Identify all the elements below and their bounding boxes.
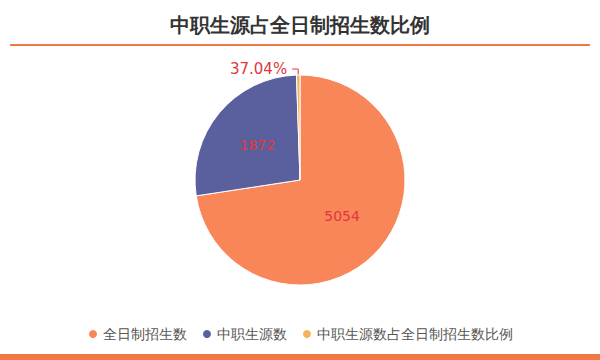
svg-text:中职生源占全日制招生数比例: 中职生源占全日制招生数比例	[170, 13, 430, 37]
svg-text:37.04%: 37.04%	[230, 60, 287, 78]
svg-text:中职生源数: 中职生源数	[217, 326, 287, 342]
svg-text:全日制招生数: 全日制招生数	[103, 326, 187, 342]
svg-text:中职生源数占全日制招生数比例: 中职生源数占全日制招生数比例	[317, 326, 513, 342]
svg-text:1872: 1872	[239, 137, 275, 153]
svg-text:5054: 5054	[324, 208, 360, 224]
